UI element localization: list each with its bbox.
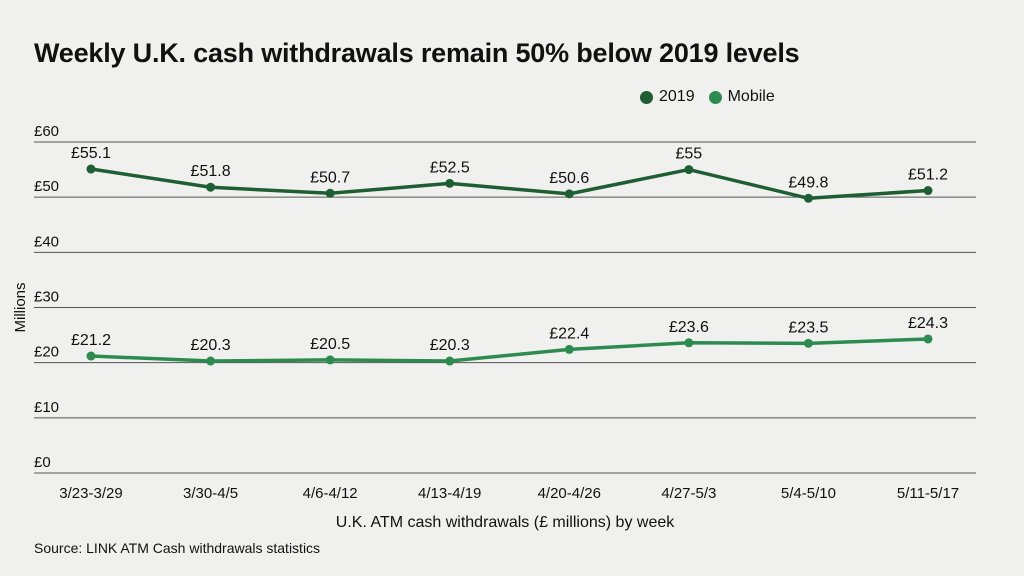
y-tick-label: £30 (34, 289, 59, 306)
y-tick-label: £10 (34, 399, 59, 416)
data-point (684, 338, 694, 348)
x-axis-title: U.K. ATM cash withdrawals (£ millions) b… (336, 514, 675, 531)
series-line-mobile (89, 337, 930, 363)
data-label: £23.6 (669, 319, 709, 336)
series-line-2019 (89, 167, 930, 201)
data-label: £51.2 (908, 167, 948, 184)
data-point (564, 344, 574, 354)
y-tick-label: £40 (34, 233, 59, 250)
data-label: £23.5 (788, 319, 828, 336)
data-point (325, 355, 335, 365)
chart-title: Weekly U.K. cash withdrawals remain 50% … (34, 38, 800, 68)
data-label: £55 (676, 146, 703, 163)
x-tick-label: 3/30-4/5 (183, 485, 238, 502)
x-tick-label: 3/23-3/29 (59, 485, 122, 502)
x-tick-label: 4/27-5/3 (661, 485, 716, 502)
legend-label-mobile: Mobile (727, 88, 775, 105)
data-label: £20.5 (310, 336, 350, 353)
y-tick-label: £0 (34, 454, 51, 471)
legend-swatch-mobile (708, 90, 722, 104)
data-point (86, 351, 96, 361)
legend-swatch-2019 (640, 90, 653, 104)
data-label: £20.3 (191, 337, 231, 354)
x-tick-label: 5/11-5/17 (897, 485, 959, 502)
y-tick-label: £50 (34, 178, 59, 195)
legend: 2019 Mobile (640, 88, 775, 106)
data-label: £55.1 (71, 145, 111, 162)
data-label: £50.7 (310, 169, 350, 186)
data-label: £51.8 (191, 163, 231, 180)
legend-label-2019: 2019 (659, 88, 695, 105)
x-tick-label: 5/4-5/10 (781, 485, 836, 502)
data-point (445, 178, 455, 188)
data-point (445, 356, 455, 366)
data-point (923, 334, 933, 344)
source-note: Source: LINK ATM Cash withdrawals statis… (34, 540, 321, 556)
legend-item-mobile: Mobile (708, 88, 775, 106)
y-axis-title: Millions (12, 282, 29, 332)
data-label: £21.2 (71, 332, 111, 349)
legend-item-2019: 2019 (640, 88, 695, 106)
data-point (923, 186, 933, 196)
x-tick-label: 4/6-4/12 (303, 485, 358, 502)
data-label: £24.3 (908, 315, 948, 332)
data-point (684, 165, 694, 175)
data-label: £22.4 (549, 325, 589, 342)
data-point (803, 193, 813, 203)
y-tick-label: £20 (34, 344, 59, 361)
data-point (564, 189, 574, 199)
data-label: £50.6 (549, 170, 589, 187)
data-point (86, 164, 96, 174)
data-label: £49.8 (788, 174, 828, 191)
y-tick-label: £60 (34, 123, 59, 140)
data-point (803, 338, 813, 348)
data-point (206, 356, 216, 366)
x-tick-label: 4/13-4/19 (418, 485, 481, 502)
data-label: £52.5 (430, 159, 470, 176)
data-label: £20.3 (430, 337, 470, 354)
x-tick-label: 4/20-4/26 (538, 485, 601, 502)
data-point (206, 182, 216, 192)
data-point (325, 188, 335, 198)
